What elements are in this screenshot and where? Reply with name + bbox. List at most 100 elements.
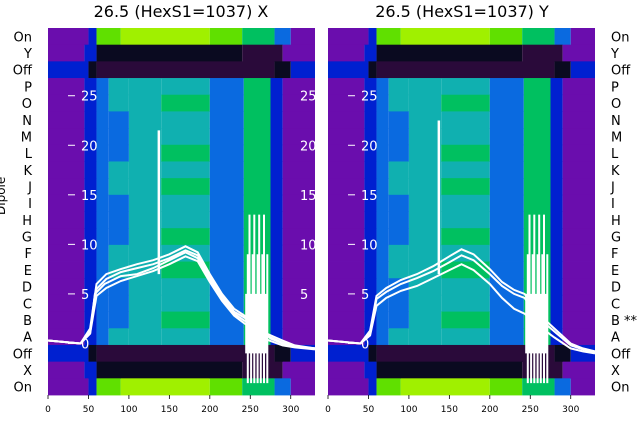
overlay-tick-label: 5 — [81, 288, 89, 303]
heatmap-cell — [408, 278, 442, 296]
heatmap-cell — [161, 228, 210, 246]
heatmap-cell — [441, 328, 490, 346]
heatmap-cell — [562, 144, 595, 162]
heatmap-cell — [128, 278, 162, 296]
heatmap-cell — [161, 161, 210, 179]
heatmap-cell — [84, 244, 97, 262]
heatmap-cell — [489, 278, 524, 296]
heatmap-cell — [376, 244, 389, 262]
heatmap-cell — [554, 378, 571, 396]
overlay-tick-label: 20 — [361, 139, 378, 154]
heatmap-cell — [388, 194, 409, 212]
trace-line — [327, 254, 596, 354]
overlay-tick-label: 15 — [361, 189, 378, 204]
heatmap-cell — [96, 361, 243, 379]
heatmap-cell — [161, 111, 210, 129]
row-label: C — [611, 297, 620, 312]
heatmap-cell — [376, 328, 389, 346]
heatmap-cell — [523, 228, 551, 246]
heatmap-cell — [48, 28, 89, 46]
heatmap-cell — [388, 328, 409, 346]
x-tick-label: 50 — [363, 405, 375, 415]
heatmap-cell — [108, 128, 129, 146]
overlay-tick-label-right: 10 — [300, 238, 317, 253]
heatmap-cell — [209, 261, 244, 279]
heatmap-cell — [376, 361, 523, 379]
row-label: H — [22, 214, 32, 229]
heatmap-cell — [441, 294, 490, 312]
heatmap-cell — [400, 378, 490, 396]
heatmap-cell — [209, 194, 244, 212]
heatmap-cell — [388, 244, 409, 262]
row-label: Y — [610, 47, 619, 62]
heatmap-cell — [550, 161, 563, 179]
row-label: Off — [611, 347, 631, 362]
heatmap-cell — [243, 228, 271, 246]
heatmap-cell — [489, 211, 524, 229]
row-label: Y — [23, 47, 32, 62]
heatmap-cell — [128, 94, 162, 112]
x-tick-label: 100 — [120, 405, 137, 415]
heatmap-cell — [84, 94, 97, 112]
row-label: F — [25, 247, 32, 262]
overlay-tick-label: 15 — [81, 189, 98, 204]
heatmap-cell — [108, 328, 129, 346]
heatmap-cell — [376, 161, 389, 179]
heatmap-cell — [489, 78, 524, 96]
heatmap-cell — [523, 144, 551, 162]
heatmap-cell — [328, 278, 365, 296]
row-label: D — [22, 281, 32, 296]
heatmap-cell — [441, 228, 490, 246]
heatmap-cell — [84, 78, 97, 96]
overlay-tick-label-right: 15 — [300, 189, 317, 204]
row-label: B ** — [611, 314, 638, 329]
heatmap-cell — [108, 311, 129, 329]
row-label: P — [24, 80, 32, 95]
heatmap-cell — [282, 144, 315, 162]
heatmap-cell — [242, 28, 275, 46]
heatmap-cell — [376, 78, 389, 96]
row-label: D — [611, 281, 621, 296]
heatmap-cell — [376, 228, 389, 246]
heatmap-cell — [48, 144, 85, 162]
overlay-tick-label: 25 — [361, 90, 378, 105]
heatmap-cell — [161, 211, 210, 229]
x-tick-label: 200 — [201, 405, 218, 415]
heatmap-cell — [108, 228, 129, 246]
heatmap-cell — [161, 128, 210, 146]
heatmap-cell — [270, 128, 283, 146]
heatmap-cell — [523, 161, 551, 179]
heatmap-cell — [84, 211, 97, 229]
heatmap-cell — [489, 94, 524, 112]
heatmap-cell — [282, 161, 315, 179]
heatmap-cell — [388, 144, 409, 162]
heatmap-cell — [562, 128, 595, 146]
heatmap-cell — [550, 278, 563, 296]
row-label: G — [22, 231, 32, 246]
heatmap-cell — [128, 311, 162, 329]
x-tick-label: 0 — [325, 405, 331, 415]
overlay-tick-label: 5 — [361, 288, 369, 303]
heatmap-cell — [161, 94, 210, 112]
heatmap-cell — [48, 361, 85, 379]
heatmap-cell — [209, 78, 244, 96]
heatmap-cell — [562, 244, 595, 262]
heatmap-cell — [408, 78, 442, 96]
heatmap-cell — [282, 261, 315, 279]
heatmap-cell — [328, 144, 365, 162]
heatmap-cell — [550, 244, 563, 262]
x-tick-label: 150 — [161, 405, 178, 415]
heatmap-cell — [441, 311, 490, 329]
heatmap-cell — [550, 211, 563, 229]
heatmap-cell — [523, 211, 551, 229]
chart-title: 26.5 (HexS1=1037) Y — [375, 2, 549, 21]
heatmap-cell — [161, 194, 210, 212]
heatmap-cell — [550, 144, 563, 162]
heatmap-cell — [328, 211, 365, 229]
heatmap-cell — [243, 128, 271, 146]
heatmap-cell — [408, 228, 442, 246]
heatmap-cell — [441, 94, 490, 112]
heatmap-cell — [441, 144, 490, 162]
heatmap-cell — [570, 378, 595, 396]
heatmap-cell — [562, 328, 595, 346]
